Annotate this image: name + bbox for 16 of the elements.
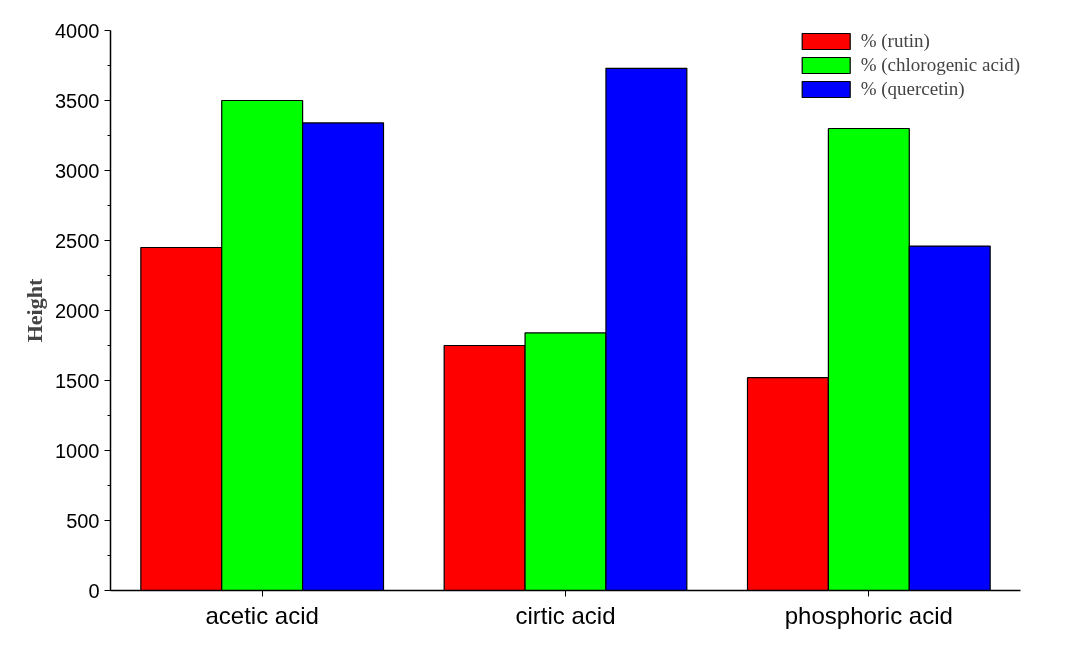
- y-axis-title: Height: [22, 278, 48, 343]
- y-tick-label: 4000: [55, 19, 100, 42]
- y-tick-label: 2000: [55, 299, 100, 322]
- legend-label: % (chlorogenic acid): [860, 54, 1020, 76]
- x-tick-label: phosphoric acid: [784, 601, 953, 629]
- legend-label: % (quercetin): [860, 78, 965, 100]
- legend-label: % (rutin): [860, 30, 930, 52]
- y-tick-label: 3000: [55, 159, 100, 182]
- x-tick-label: acetic acid: [205, 601, 319, 629]
- y-tick-label: 500: [66, 509, 100, 532]
- y-tick-label: 1500: [55, 369, 100, 392]
- y-tick-label: 0: [88, 579, 100, 602]
- y-tick-label: 3500: [55, 89, 100, 112]
- y-tick-label: 1000: [55, 439, 100, 462]
- y-tick-label: 2500: [55, 229, 100, 252]
- x-tick-label: cirtic acid: [515, 601, 616, 629]
